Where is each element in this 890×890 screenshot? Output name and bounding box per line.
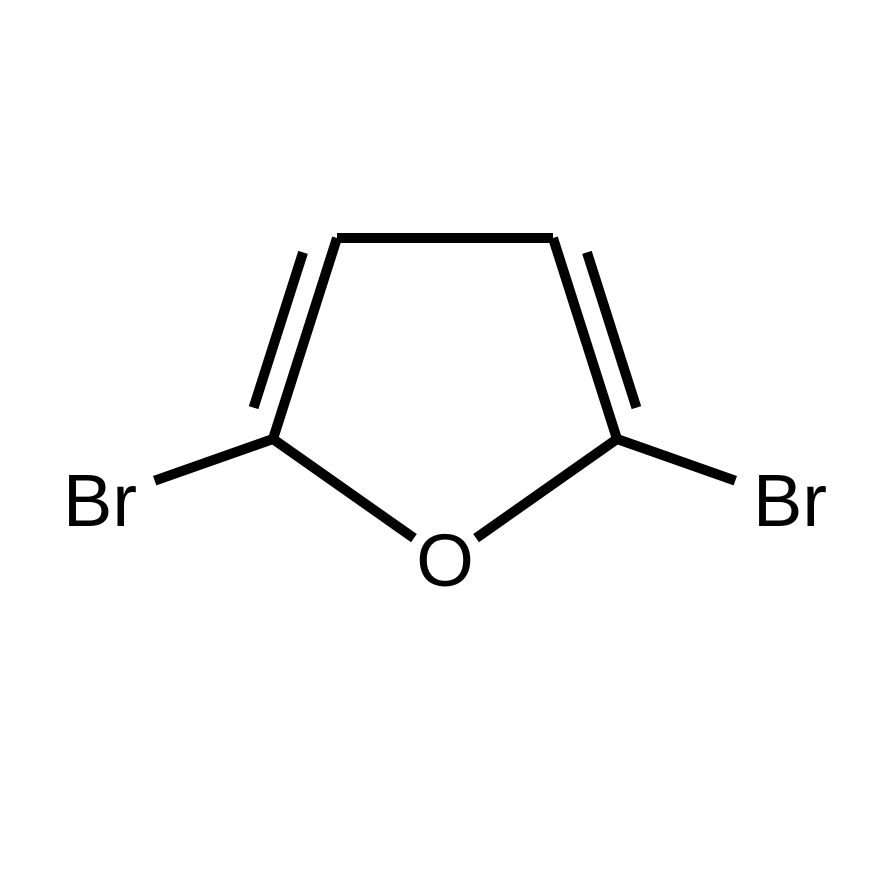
- atom-label-brl: Br: [63, 459, 137, 542]
- atom-label-o: O: [416, 519, 474, 602]
- atom-label-brr: Br: [753, 459, 827, 542]
- canvas-background: [0, 0, 890, 890]
- molecule-diagram: O Br Br: [0, 0, 890, 890]
